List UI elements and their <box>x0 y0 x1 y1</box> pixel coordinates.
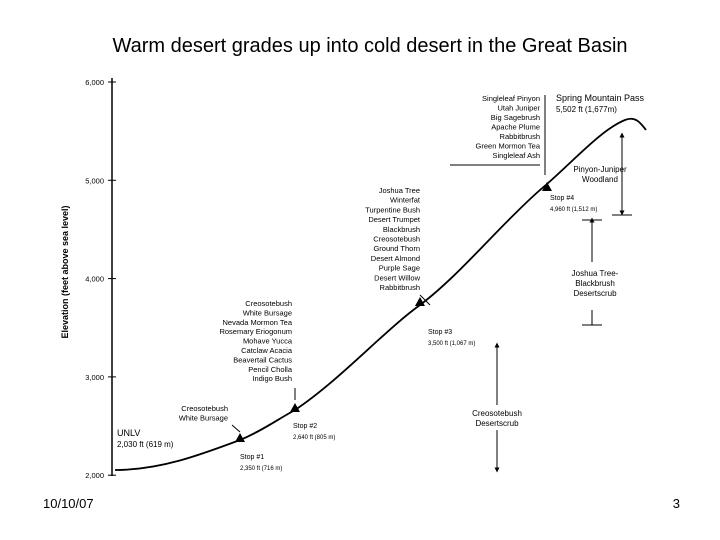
place-label: 4,960 ft (1,512 m) <box>550 207 597 213</box>
plant-name: Desert Trumpet <box>368 215 421 224</box>
plant-name: Blackbrush <box>383 225 420 234</box>
stop-markers <box>235 182 552 442</box>
plant-name: Desert Almond <box>371 254 420 263</box>
plant-name: Turpentine Bush <box>365 205 420 214</box>
zone-label: Desertscrub <box>573 289 617 298</box>
plant-name: Big Sagebrush <box>491 113 540 122</box>
zone-label: Blackbrush <box>575 279 615 288</box>
zone-label: Joshua Tree- <box>572 269 619 278</box>
plant-name: Mohave Yucca <box>243 337 293 346</box>
place-label: 3,500 ft (1,067 m) <box>428 341 475 347</box>
place-label: 5,502 ft (1,677m) <box>556 105 617 114</box>
y-tick-label: 6,000 <box>85 78 104 87</box>
zone-label: Pinyon-Juniper <box>573 165 627 174</box>
plant-name: Green Mormon Tea <box>476 142 541 151</box>
plant-name: Ground Thorn <box>373 244 420 253</box>
zone-label: Woodland <box>582 175 618 184</box>
plant-name: Pencil Cholla <box>248 365 293 374</box>
place-label: 2,350 ft (716 m) <box>240 466 282 472</box>
place-label: UNLV <box>117 428 140 438</box>
plant-name: Rabbitbrush <box>500 132 540 141</box>
plant-name: Rosemary Eriogonum <box>219 327 292 336</box>
plant-name: Nevada Mormon Tea <box>223 318 293 327</box>
place-label: 2,030 ft (619 m) <box>117 440 174 449</box>
zone-label: Desertscrub <box>475 419 519 428</box>
place-label: Stop #4 <box>550 195 574 202</box>
zone-label: Creosotebush <box>472 409 522 418</box>
place-label: Stop #1 <box>240 454 264 461</box>
plant-name: Singleleaf Ash <box>492 151 540 160</box>
plant-name: Catclaw Acacia <box>241 346 293 355</box>
plant-name: White Bursage <box>179 413 228 422</box>
place-label: Spring Mountain Pass <box>556 93 645 103</box>
plant-name: Winterfat <box>390 196 421 205</box>
leader-lines <box>231 95 546 433</box>
y-tick-label: 3,000 <box>85 373 104 382</box>
plant-name: Creosotebush <box>373 235 420 244</box>
plant-name: Apache Plume <box>491 123 540 132</box>
plant-name: Desert Willow <box>374 273 420 282</box>
place-label: 2,640 ft (805 m) <box>293 435 335 441</box>
y-tick-label: 5,000 <box>85 176 104 185</box>
y-axis-label: Elevation (feet above sea level) <box>60 205 70 338</box>
footer-date: 10/10/07 <box>43 496 94 511</box>
diagram <box>111 78 647 476</box>
zone-ranges <box>494 132 632 473</box>
page-number: 3 <box>673 496 680 511</box>
plant-name: Beavertail Cactus <box>233 355 292 364</box>
place-label: Stop #2 <box>293 423 317 430</box>
plant-name: Creosotebush <box>181 404 228 413</box>
plant-name: Creosotebush <box>245 299 292 308</box>
plant-name: Joshua Tree <box>379 186 420 195</box>
slide-title: Warm desert grades up into cold desert i… <box>112 35 627 57</box>
place-label: Stop #3 <box>428 329 452 336</box>
plant-name: White Bursage <box>243 308 292 317</box>
y-tick-label: 4,000 <box>85 275 104 284</box>
plant-name: Indigo Bush <box>252 374 292 383</box>
plant-name: Rabbitbrush <box>380 283 420 292</box>
plant-name: Purple Sage <box>379 264 420 273</box>
plant-name: Utah Juniper <box>497 104 540 113</box>
plant-name: Singleleaf Pinyon <box>482 94 540 103</box>
y-tick-label: 2,000 <box>85 471 104 480</box>
